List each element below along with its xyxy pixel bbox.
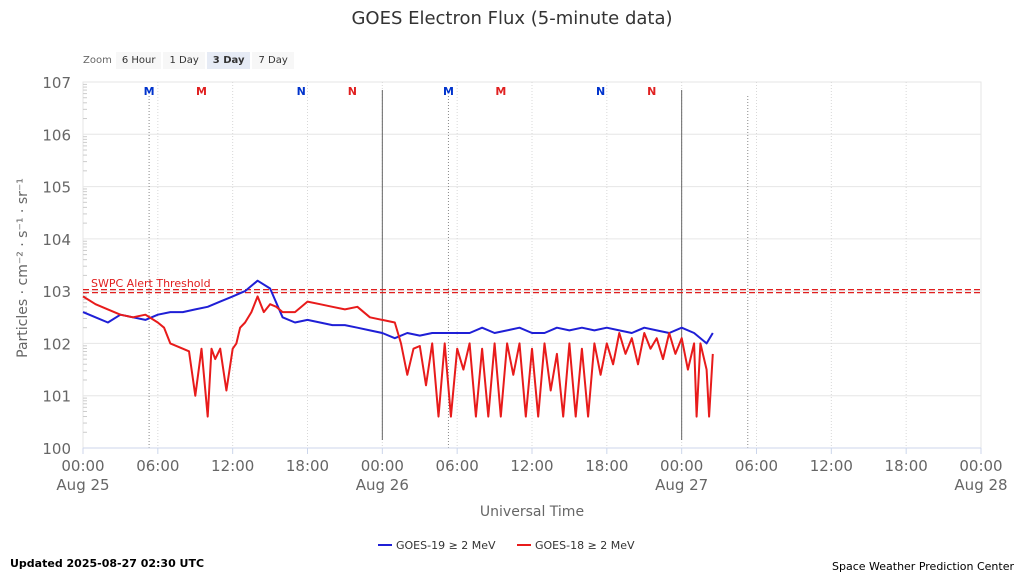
zoom-controls: Zoom 6 Hour 1 Day 3 Day 7 Day — [83, 50, 296, 70]
x-axis-title: Universal Time — [480, 504, 584, 520]
local-time-marker: N — [596, 85, 605, 98]
x-date-label: Aug 25 — [56, 476, 109, 494]
x-tick-label: 00:00 — [361, 457, 404, 475]
legend-label: GOES-19 ≥ 2 MeV — [396, 539, 496, 552]
chart-title: GOES Electron Flux (5-minute data) — [351, 8, 672, 29]
y-tick-label: 107 — [42, 74, 71, 92]
series-line-goes-18 — [82, 295, 714, 418]
x-tick-label: 00:00 — [660, 457, 703, 475]
local-time-marker: N — [348, 85, 357, 98]
x-date-label: Aug 26 — [356, 476, 409, 494]
zoom-label: Zoom — [83, 54, 112, 66]
y-tick-label: 106 — [42, 126, 71, 144]
zoom-1-day-button[interactable]: 1 Day — [163, 51, 205, 69]
y-axis-title: Particles · cm⁻² · s⁻¹ · sr⁻¹ — [15, 178, 31, 358]
x-date-label: Aug 28 — [954, 476, 1007, 494]
y-tick-label: 102 — [42, 335, 71, 353]
x-tick-label: 18:00 — [885, 457, 928, 475]
local-time-marker: N — [647, 85, 656, 98]
local-time-marker: M — [144, 85, 155, 98]
zoom-7-day-button[interactable]: 7 Day — [252, 51, 294, 69]
x-date-label: Aug 27 — [655, 476, 708, 494]
local-time-marker: M — [495, 85, 506, 98]
series-line-goes-19 — [82, 279, 714, 345]
x-tick-label: 12:00 — [810, 457, 853, 475]
y-tick-label: 100 — [42, 440, 71, 458]
legend-item-goes-18[interactable]: GOES-18 ≥ 2 MeV — [517, 539, 635, 552]
credit-text: Space Weather Prediction Center — [832, 560, 1014, 573]
x-tick-label: 12:00 — [510, 457, 553, 475]
y-tick-label: 103 — [42, 283, 71, 301]
threshold-label: SWPC Alert Threshold — [91, 277, 211, 290]
x-tick-label: 06:00 — [735, 457, 778, 475]
x-tick-label: 00:00 — [959, 457, 1002, 475]
local-time-marker: M — [443, 85, 454, 98]
zoom-6-hour-button[interactable]: 6 Hour — [115, 51, 162, 69]
y-tick-label: 101 — [42, 388, 71, 406]
x-tick-label: 06:00 — [136, 457, 179, 475]
x-tick-label: 00:00 — [61, 457, 104, 475]
local-time-marker: N — [297, 85, 306, 98]
legend[interactable]: GOES-19 ≥ 2 MeV GOES-18 ≥ 2 MeV — [378, 539, 635, 552]
x-tick-label: 18:00 — [585, 457, 628, 475]
x-tick-label: 18:00 — [286, 457, 329, 475]
y-tick-label: 105 — [42, 179, 71, 197]
y-tick-label: 104 — [42, 231, 71, 249]
zoom-3-day-button[interactable]: 3 Day — [206, 51, 251, 69]
updated-timestamp: Updated 2025-08-27 02:30 UTC — [10, 557, 205, 570]
legend-label: GOES-18 ≥ 2 MeV — [535, 539, 635, 552]
legend-item-goes-19[interactable]: GOES-19 ≥ 2 MeV — [378, 539, 496, 552]
local-time-marker: M — [196, 85, 207, 98]
x-tick-label: 12:00 — [211, 457, 254, 475]
x-tick-label: 06:00 — [436, 457, 479, 475]
